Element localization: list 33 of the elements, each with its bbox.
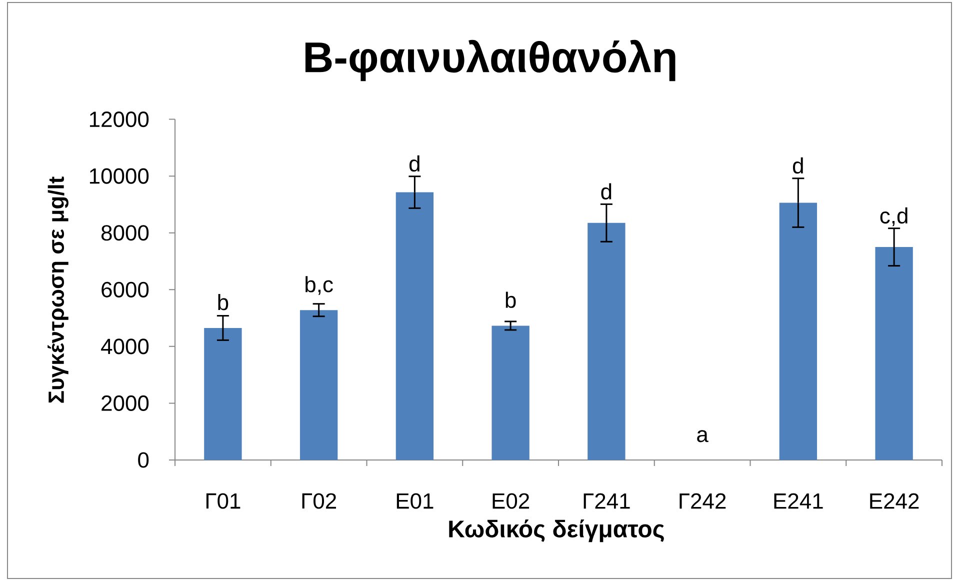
bar xyxy=(875,247,913,460)
bar xyxy=(204,328,242,460)
annotation: d xyxy=(410,155,420,172)
bar xyxy=(396,192,434,460)
annotation: c,d xyxy=(880,207,908,226)
x-axis-title: Κωδικός δείγματος xyxy=(449,520,664,542)
y-tick-label: 4000 xyxy=(101,338,149,354)
x-tick-label: Γ02 xyxy=(302,493,336,509)
y-tick-label: 2000 xyxy=(102,395,149,412)
annotation: d xyxy=(601,183,612,200)
chart-title: Β-φαινυλαιθανόλη xyxy=(305,40,676,82)
y-tick-label: 8000 xyxy=(101,225,149,241)
annotation: b xyxy=(218,294,228,310)
annotation: a xyxy=(697,430,708,442)
x-tick-label: Γ241 xyxy=(584,493,630,509)
annotation: d xyxy=(793,157,803,174)
bar xyxy=(300,310,338,460)
x-tick-label: Γ242 xyxy=(680,493,726,509)
y-tick-label: 10000 xyxy=(90,168,149,184)
x-tick-label: Ε241 xyxy=(774,493,823,509)
bar xyxy=(779,202,818,460)
y-tick-label: 12000 xyxy=(90,112,149,128)
bar xyxy=(492,326,530,460)
annotation: b,c xyxy=(306,276,333,295)
y-tick-label: 0 xyxy=(138,452,149,468)
x-tick-label: Ε242 xyxy=(870,493,919,509)
x-tick-label: Ε02 xyxy=(492,493,530,509)
y-axis-title: Συγκέντρωση σε μg/lt xyxy=(48,176,68,403)
x-tick-label: Ε01 xyxy=(396,493,434,509)
y-tick-label: 6000 xyxy=(102,282,149,298)
bar xyxy=(588,222,626,460)
annotation: b xyxy=(506,292,516,308)
x-tick-label: Γ01 xyxy=(206,493,240,509)
